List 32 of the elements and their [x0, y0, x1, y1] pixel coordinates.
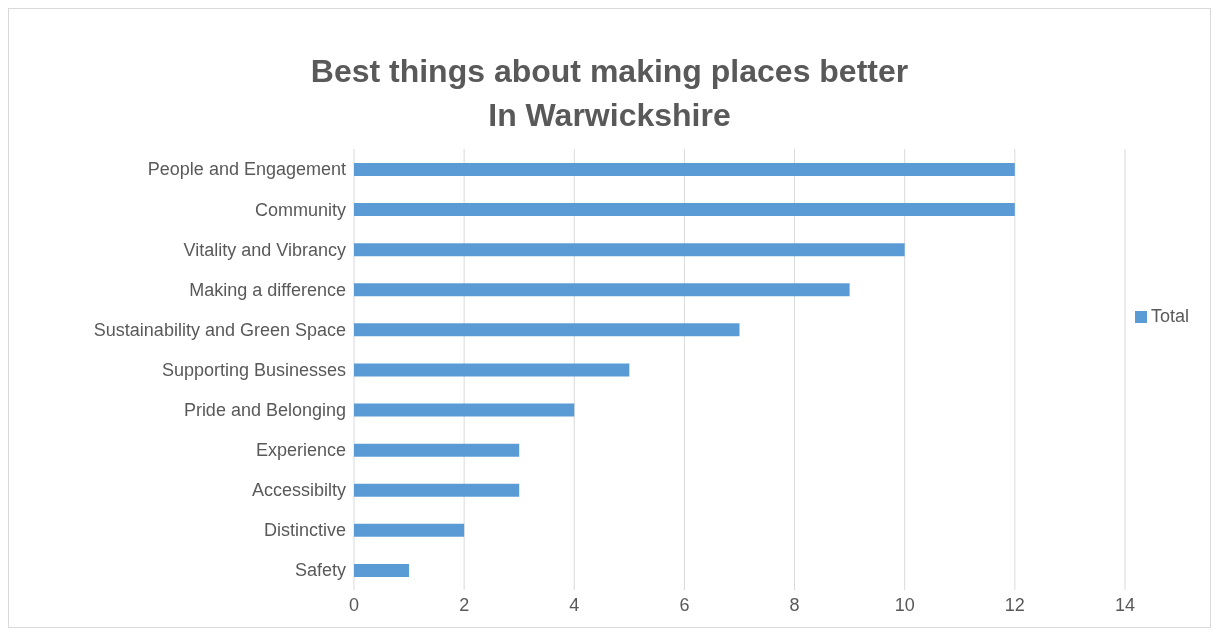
bar: [354, 243, 905, 257]
bar: [354, 283, 850, 297]
y-tick-label: Vitality and Vibrancy: [183, 239, 346, 260]
bar: [354, 163, 1015, 176]
x-tick-label: 10: [894, 594, 915, 615]
x-tick-label: 14: [1114, 594, 1135, 615]
x-tick-label: 4: [569, 594, 580, 615]
bar: [354, 443, 520, 457]
y-tick-label: Pride and Belonging: [183, 399, 346, 420]
x-tick-label: 8: [789, 594, 800, 615]
y-tick-label: People and Engagement: [147, 159, 346, 180]
x-tick-label: 6: [679, 594, 690, 615]
y-tick-label: Safety: [294, 560, 346, 581]
y-tick-label: Supporting Businesses: [161, 359, 346, 380]
chart-title: Best things about making places better In Warwickshire: [309, 52, 910, 135]
bar: [354, 483, 520, 497]
y-tick-label: Experience: [255, 440, 346, 461]
bar: [354, 323, 740, 337]
bar: [354, 563, 410, 577]
x-tick-label: 0: [348, 594, 360, 615]
legend-label: Total: [1150, 306, 1189, 326]
bar: [354, 363, 630, 377]
y-tick-label: Making a difference: [189, 279, 346, 300]
bar: [354, 403, 575, 417]
x-tick-label: 12: [1004, 594, 1025, 615]
bar: [354, 523, 465, 537]
x-tick-label: 2: [459, 594, 470, 615]
y-tick-label: Accessibilty: [251, 480, 346, 501]
bar: [354, 203, 1015, 217]
y-tick-label: Sustainability and Green Space: [93, 319, 346, 340]
y-tick-label: Community: [254, 199, 346, 220]
y-tick-label: Distinctive: [263, 520, 346, 541]
